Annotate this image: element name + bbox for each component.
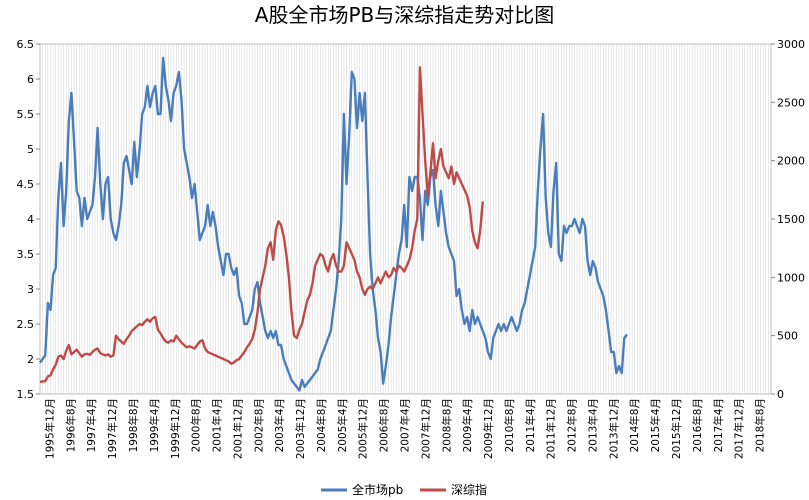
legend-label-pb: 全市场pb [352,482,403,497]
x-tick-label: 2003年4月 [273,398,286,452]
chart-title: A股全市场PB与深综指走势对比图 [255,3,554,27]
y-right-tick-label: 2000 [777,155,805,168]
x-tick-label: 2001年12月 [231,398,244,459]
x-tick-label: 2013年12月 [607,398,620,459]
x-tick-label: 1996年8月 [64,398,77,452]
x-tick-label: 2005年4月 [336,398,349,452]
y-left-tick-label: 1.5 [17,388,35,401]
y-left-tick-label: 6.5 [17,38,35,51]
x-tick-label: 2004年8月 [315,398,328,452]
x-tick-label: 2015年4月 [649,398,662,452]
x-tick-label: 2008年8月 [440,398,453,452]
x-tick-label: 2000年8月 [190,398,203,452]
x-tick-label: 2015年12月 [670,398,683,459]
x-tick-label: 2012年8月 [566,398,579,452]
y-right-tick-label: 1000 [777,271,805,284]
x-tick-label: 1997年12月 [106,398,119,459]
x-tick-label: 2011年12月 [545,398,558,459]
x-tick-label: 1997年4月 [85,398,98,452]
legend: 全市场pb 深综指 [321,482,487,497]
x-tick-label: 2011年4月 [524,398,537,452]
y-right-tick-label: 1500 [777,213,805,226]
y-left-tick-label: 2.5 [17,318,35,331]
axis-layer: 1.5 2 2.5 3 3.5 4 4.5 5 5.5 6 6.5 0 500 1000 1500 2000 2… [17,38,806,459]
y-right-tick-label: 3000 [777,38,805,51]
y-right-tick-label: 500 [777,330,798,343]
x-tick-label: 2017年4月 [712,398,725,452]
x-tick-label: 2017年12月 [733,398,746,459]
y-left-tick-label: 2 [27,353,34,366]
x-tick-label: 1999年4月 [148,398,161,452]
x-tick-label: 2007年4月 [399,398,412,452]
x-tick-label: 2014年8月 [628,398,641,452]
y-right-tick-label: 0 [777,388,784,401]
y-left-tick-label: 5.5 [17,108,35,121]
x-tick-label: 2002年8月 [252,398,265,452]
y-left-tick-label: 4.5 [17,178,35,191]
x-tick-label: 1995年12月 [43,398,56,459]
y-right-tick-label: 2500 [777,96,805,109]
legend-label-szcomp: 深综指 [451,482,487,497]
y-left-tick-label: 6 [27,73,34,86]
x-tick-label: 2010年8月 [503,398,516,452]
y-left-tick-label: 3 [27,283,34,296]
x-tick-label: 2009年12月 [482,398,495,459]
y-left-tick-label: 3.5 [17,248,35,261]
x-tick-label: 1998年8月 [127,398,140,452]
series-line-szcomp [39,66,484,383]
series-line-pb [39,56,628,392]
x-tick-label: 2003年12月 [294,398,307,459]
y-left-tick-label: 4 [27,213,34,226]
x-tick-label: 2001年4月 [211,398,224,452]
x-tick-label: 2016年8月 [691,398,704,452]
x-tick-label: 2007年12月 [419,398,432,459]
y-left-tick-label: 5 [27,143,34,156]
series-layer [39,56,628,392]
x-tick-label: 2013年4月 [586,398,599,452]
x-tick-label: 1999年12月 [169,398,182,459]
x-tick-label: 2009年4月 [461,398,474,452]
x-tick-label: 2006年8月 [378,398,391,452]
x-tick-label: 2018年8月 [754,398,767,452]
x-tick-label: 2005年12月 [357,398,370,459]
